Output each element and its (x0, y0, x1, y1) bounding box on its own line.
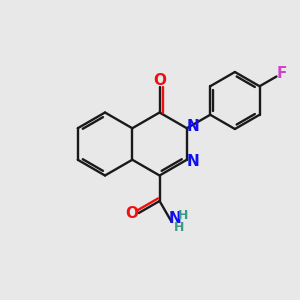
Text: O: O (153, 73, 166, 88)
Text: H: H (174, 221, 184, 234)
Text: O: O (126, 206, 139, 220)
Text: N: N (168, 211, 181, 226)
Text: F: F (277, 66, 287, 81)
Text: H: H (178, 209, 188, 222)
Text: N: N (187, 119, 200, 134)
Text: N: N (187, 154, 200, 169)
